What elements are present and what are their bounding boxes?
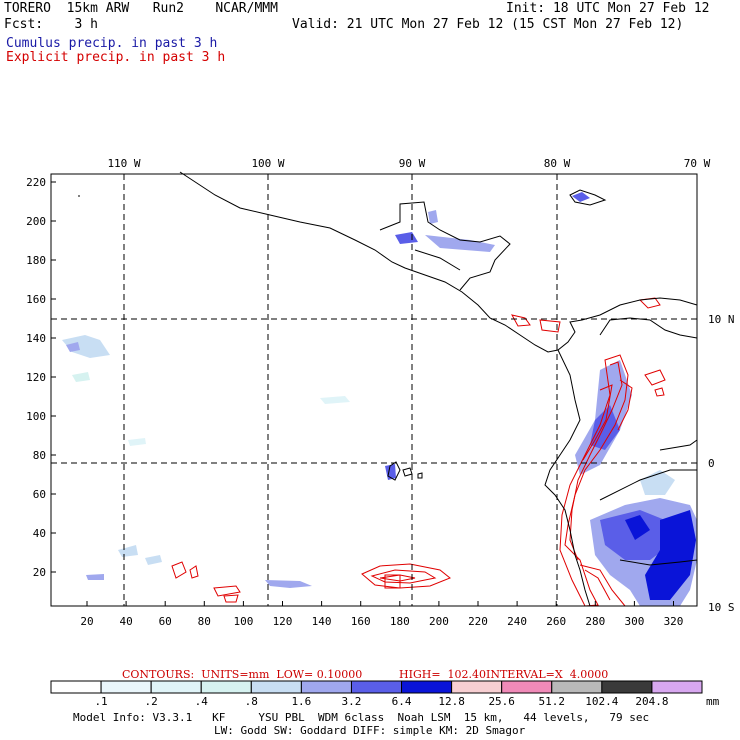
colorbar-swatch bbox=[350, 680, 403, 694]
colorbar-label: 6.4 bbox=[391, 695, 412, 708]
colorbar-label: 51.2 bbox=[538, 695, 566, 708]
lat-label: 10 N bbox=[708, 313, 735, 326]
y-tick-label: 220 bbox=[26, 176, 46, 189]
cumulus-legend: Cumulus precip. in past 3 h bbox=[6, 36, 218, 51]
physics-info: LW: Godd SW: Goddard DIFF: simple KM: 2D… bbox=[214, 724, 526, 737]
colorbar-swatch bbox=[200, 680, 252, 694]
x-tick-label: 140 bbox=[312, 615, 332, 628]
coastlines bbox=[78, 171, 698, 607]
lon-label: 100 W bbox=[251, 157, 284, 170]
y-tick-label: 160 bbox=[26, 293, 46, 306]
x-tick-label: 300 bbox=[624, 615, 644, 628]
lon-label: 110 W bbox=[107, 157, 140, 170]
colorbar-swatch bbox=[551, 680, 603, 694]
contour-units: CONTOURS: UNITS=mm LOW= 0.10000 bbox=[122, 668, 363, 681]
x-tick-label: 280 bbox=[585, 615, 605, 628]
lon-label: 70 W bbox=[684, 157, 711, 170]
init-time: Init: 18 UTC Mon 27 Feb 12 bbox=[506, 1, 710, 16]
x-tick-label: 120 bbox=[273, 615, 293, 628]
colorbar-label: 102.4 bbox=[585, 695, 619, 708]
x-tick-label: 80 bbox=[198, 615, 211, 628]
lat-label: 10 S bbox=[708, 601, 735, 614]
map-frame bbox=[50, 173, 698, 607]
colorbar-label: .8 bbox=[244, 695, 258, 708]
colorbar-label: .1 bbox=[94, 695, 108, 708]
y-tick-label: 120 bbox=[26, 371, 46, 384]
y-tick-label: 140 bbox=[26, 332, 46, 345]
colorbar-swatch bbox=[150, 680, 202, 694]
lat-lon-grid bbox=[51, 174, 697, 606]
x-tick-label: 60 bbox=[159, 615, 172, 628]
colorbar-label: 204.8 bbox=[635, 695, 669, 708]
x-tick-label: 20 bbox=[80, 615, 93, 628]
colorbar-swatch bbox=[250, 680, 302, 694]
x-tick-label: 40 bbox=[119, 615, 132, 628]
x-tick-label: 240 bbox=[507, 615, 527, 628]
colorbar-label: 3.2 bbox=[341, 695, 362, 708]
latitude-labels: 10 N 0 10 S bbox=[708, 313, 735, 614]
colorbar-swatch bbox=[50, 680, 102, 694]
longitude-labels: 110 W 100 W 90 W 80 W 70 W bbox=[107, 157, 710, 170]
colorbar-swatch bbox=[501, 680, 553, 694]
x-tick-label: 260 bbox=[546, 615, 566, 628]
y-tick-label: 60 bbox=[33, 488, 46, 501]
colorbar-label: .2 bbox=[144, 695, 158, 708]
lat-label: 0 bbox=[708, 457, 715, 470]
lon-label: 90 W bbox=[399, 157, 426, 170]
x-tick-label: 100 bbox=[233, 615, 253, 628]
colorbar-label: .4 bbox=[194, 695, 208, 708]
contour-interval: INTERVAL=X 4.0000 bbox=[486, 668, 609, 681]
grid-y-ticks: 20 40 60 80 100 120 140 160 180 200 220 bbox=[26, 176, 56, 579]
explicit-legend: Explicit precip. in past 3 h bbox=[6, 50, 226, 65]
y-tick-label: 100 bbox=[26, 410, 46, 423]
colorbar-swatch bbox=[601, 680, 653, 694]
forecast-hour: Fcst: 3 h bbox=[4, 17, 98, 32]
y-tick-label: 80 bbox=[33, 449, 46, 462]
colorbar-label: 1.6 bbox=[291, 695, 312, 708]
colorbar-swatch bbox=[100, 680, 152, 694]
x-tick-label: 220 bbox=[468, 615, 488, 628]
x-tick-label: 320 bbox=[664, 615, 684, 628]
x-tick-label: 200 bbox=[429, 615, 449, 628]
colorbar-swatch bbox=[401, 680, 453, 694]
y-tick-label: 180 bbox=[26, 254, 46, 267]
colorbar-swatch bbox=[651, 680, 703, 694]
x-tick-label: 180 bbox=[390, 615, 410, 628]
colorbar-swatch bbox=[451, 680, 503, 694]
colorbar-label: 25.6 bbox=[488, 695, 515, 708]
colorbar-unit: mm bbox=[706, 695, 720, 708]
lon-label: 80 W bbox=[544, 157, 571, 170]
y-tick-label: 200 bbox=[26, 215, 46, 228]
colorbar-swatch bbox=[300, 680, 352, 694]
grid-x-ticks: 20 40 60 80 100 120 140 160 180 200 220 240 260 280 30… bbox=[80, 601, 683, 628]
x-tick-label: 160 bbox=[351, 615, 371, 628]
cumulus-precip-areas bbox=[62, 192, 697, 606]
explicit-precip-contours bbox=[171, 297, 666, 607]
model-title: TORERO 15km ARW Run2 NCAR/MMM bbox=[4, 1, 278, 16]
y-tick-label: 20 bbox=[33, 566, 46, 579]
colorbar-label: 12.8 bbox=[438, 695, 465, 708]
valid-time: Valid: 21 UTC Mon 27 Feb 12 (15 CST Mon … bbox=[292, 17, 684, 32]
contour-high: HIGH= 102.40 bbox=[399, 668, 487, 681]
y-tick-label: 40 bbox=[33, 527, 46, 540]
colorbar bbox=[50, 680, 703, 694]
model-info: Model Info: V3.3.1 KF YSU PBL WDM 6class… bbox=[73, 711, 650, 724]
